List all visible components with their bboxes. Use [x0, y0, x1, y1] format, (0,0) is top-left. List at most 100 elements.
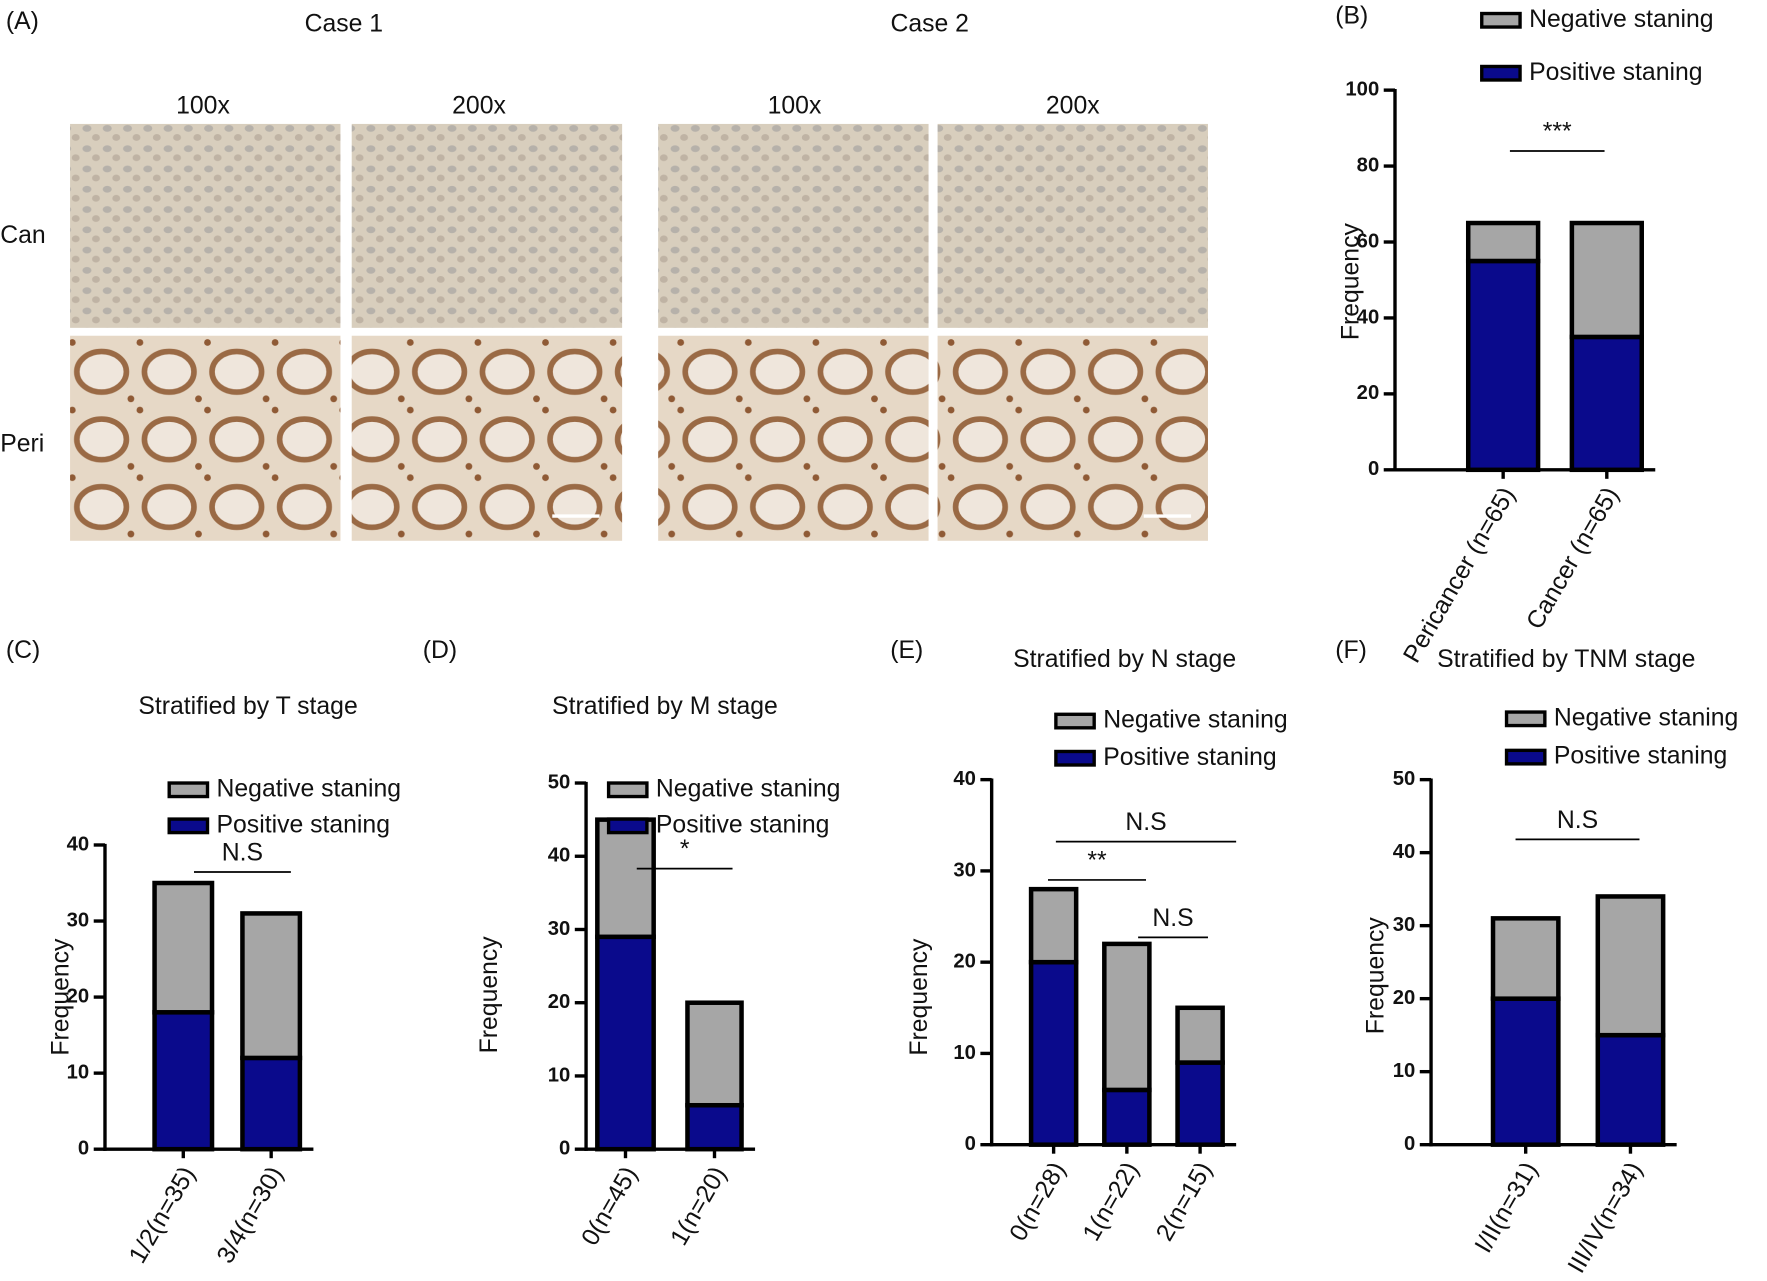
legend-label: Positive staning: [1103, 744, 1276, 771]
y-tick-label: 40: [953, 768, 976, 790]
bar-segment: [1028, 959, 1079, 1147]
micrograph: [658, 335, 929, 541]
y-tick-label: 20: [67, 985, 90, 1007]
significance-label: ***: [1543, 118, 1572, 145]
x-tick-label: 1/2(n=35): [124, 1162, 201, 1268]
panel-a: (A) Case 1 Case 2 100x 200x 100x 200x Ca…: [0, 8, 1208, 541]
bar-segment: [685, 1000, 744, 1108]
panel-label: (C): [6, 637, 40, 664]
bar-segment: [685, 1102, 744, 1152]
y-axis-label: Frequency: [476, 936, 503, 1054]
y-tick-label: 30: [953, 859, 976, 881]
panel-label: (E): [890, 637, 923, 664]
x-tick-label: 3/4(n=30): [212, 1162, 289, 1268]
legend-label: Positive staning: [656, 811, 829, 838]
y-tick-label: 40: [67, 833, 90, 855]
bar-segment: [152, 1010, 215, 1152]
y-tick-label: 0: [1404, 1133, 1415, 1155]
y-tick-label: 30: [67, 909, 90, 931]
significance-label: **: [1087, 847, 1107, 874]
micrograph: [937, 335, 1208, 541]
bar-segment: [1490, 996, 1561, 1147]
significance-label: N.S: [1152, 905, 1193, 932]
y-tick-label: 10: [67, 1061, 90, 1083]
bar-segment: [1102, 941, 1152, 1093]
legend-label: Negative staning: [217, 775, 402, 802]
y-tick-label: 40: [1357, 306, 1380, 328]
y-tick-label: 0: [559, 1138, 570, 1160]
y-tick-label: 0: [78, 1138, 89, 1160]
magnification-label: 100x: [768, 93, 822, 120]
y-tick-label: 20: [953, 951, 976, 973]
legend-label: Positive staning: [1554, 743, 1727, 770]
y-tick-label: 40: [548, 845, 571, 867]
y-tick-label: 50: [548, 771, 571, 793]
row-label: Can: [0, 222, 45, 249]
y-axis-label: Frequency: [48, 938, 75, 1056]
bar-segment: [1595, 1032, 1666, 1147]
y-tick-label: 60: [1357, 230, 1380, 252]
chart-title: Stratified by TNM stage: [1437, 646, 1695, 673]
panel-label: (A): [6, 8, 39, 35]
x-tick-label: 1(n=20): [666, 1162, 732, 1250]
y-tick-label: 20: [1393, 987, 1416, 1009]
panel-label: (B): [1335, 2, 1368, 29]
bar-segment: [1175, 1005, 1225, 1065]
chart-title: Stratified by T stage: [138, 693, 357, 720]
bar-segment: [1490, 916, 1561, 1001]
y-tick-label: 40: [1393, 841, 1416, 863]
y-tick-label: 30: [548, 918, 571, 940]
significance-label: N.S: [1125, 809, 1166, 836]
panel-label: (F): [1335, 637, 1367, 664]
y-tick-label: 30: [1393, 914, 1416, 936]
legend-swatch: [606, 817, 649, 835]
magnification-label: 100x: [176, 93, 230, 120]
bar-segment: [595, 817, 656, 940]
legend-swatch: [1054, 749, 1096, 767]
x-tick-label: III/IV(n=34): [1563, 1158, 1648, 1278]
x-tick-label: I/II(n=31): [1470, 1158, 1543, 1258]
legend-label: Positive staning: [217, 811, 390, 838]
bar-segment: [1175, 1060, 1225, 1147]
chart-title: Stratified by N stage: [1013, 646, 1236, 673]
y-tick-label: 80: [1357, 154, 1380, 176]
micrograph: [70, 123, 341, 328]
bar-segment: [595, 934, 656, 1152]
y-tick-label: 0: [965, 1133, 976, 1155]
micrograph: [351, 123, 623, 328]
y-axis-label: Frequency: [1338, 223, 1365, 341]
legend-swatch: [1054, 712, 1096, 730]
y-tick-label: 50: [1393, 768, 1416, 790]
y-axis-label: Frequency: [906, 938, 933, 1056]
y-tick-label: 10: [1393, 1060, 1416, 1082]
y-tick-label: 20: [548, 991, 571, 1013]
legend-swatch: [1504, 748, 1547, 766]
bar-segment: [1465, 258, 1541, 473]
case-label: Case 1: [305, 10, 383, 37]
y-tick-label: 10: [548, 1064, 571, 1086]
case-label: Case 2: [890, 10, 968, 37]
legend-label: Negative staning: [1554, 704, 1739, 731]
panel-label: (D): [423, 637, 457, 664]
significance-label: N.S: [222, 840, 263, 867]
y-tick-label: 100: [1345, 78, 1379, 100]
bar-segment: [1569, 334, 1644, 473]
bar-segment: [1569, 220, 1644, 340]
bar-segment: [1028, 886, 1079, 965]
bar-segment: [1595, 894, 1666, 1038]
bar-segment: [1102, 1087, 1152, 1147]
bar-segment: [1465, 220, 1541, 264]
x-tick-label: Pericancer (n=65): [1399, 483, 1521, 668]
legend-label: Negative staning: [1529, 6, 1714, 33]
significance-label: N.S: [1557, 807, 1598, 834]
legend-label: Negative staning: [656, 775, 841, 802]
bar-segment: [240, 911, 303, 1061]
legend-swatch: [167, 817, 210, 835]
x-tick-label: 2(n=15): [1151, 1158, 1217, 1246]
y-tick-label: 0: [1368, 458, 1379, 480]
x-tick-label: 1(n=22): [1078, 1158, 1144, 1246]
chart-title: Stratified by M stage: [552, 693, 778, 720]
bar-segment: [152, 880, 215, 1015]
magnification-label: 200x: [452, 93, 506, 120]
